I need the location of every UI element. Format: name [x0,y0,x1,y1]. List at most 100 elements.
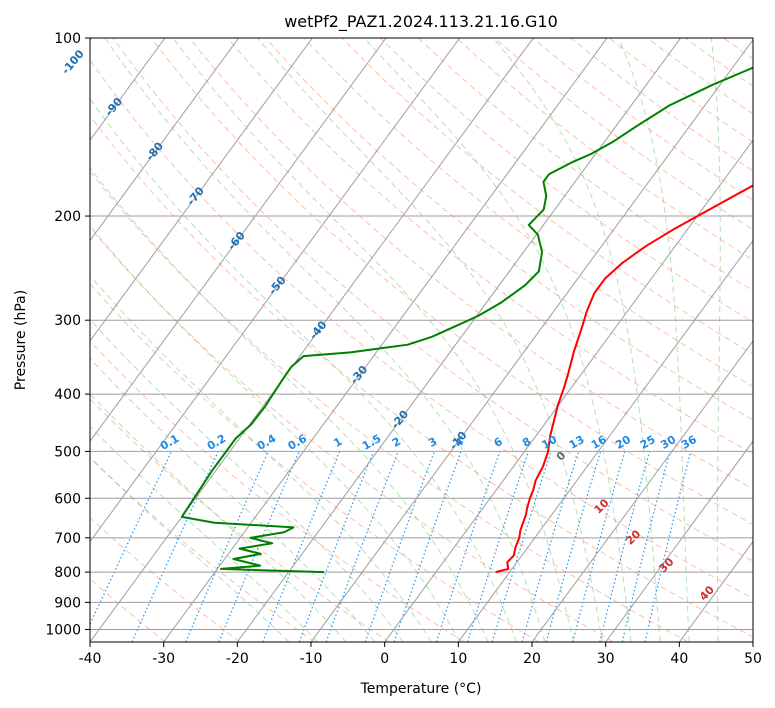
dry-adiabat-line [227,38,753,455]
isotherm-gridline [605,440,753,642]
isotherm-gridline [163,38,608,642]
dry-adiabat-line [265,38,753,421]
mixing-ratio-label: 6 [492,435,505,450]
dry-adiabat-line [647,38,753,115]
moist-adiabat-label: 10 [592,496,612,516]
isotherm-gridline [90,38,387,443]
isotherm-gridline [90,38,240,242]
x-tick-label: -10 [300,651,323,667]
dry-adiabat-label: -60 [225,229,248,253]
y-tick-label: 800 [54,565,81,581]
y-axis-label: Pressure (hPa) [13,290,29,390]
x-axis-label: Temperature (°C) [360,681,482,697]
mixing-ratio-line [466,451,529,642]
moist-adiabat-line [90,318,404,642]
x-tick-label: -30 [152,651,175,667]
dry-adiabat-line [90,114,753,638]
y-tick-label: 1000 [45,622,81,638]
moist-adiabat-line [617,38,690,642]
mixing-ratio-line [393,451,462,642]
moist-adiabat-line [90,274,432,642]
mixing-ratio-line [90,451,172,626]
x-tick-label: -40 [79,651,102,667]
x-tick-label: 40 [670,651,688,667]
moist-adiabat-line [90,393,347,642]
moist-adiabat-line [90,357,376,642]
y-tick-label: 600 [54,491,81,507]
moist-adiabat-line [90,98,517,642]
dry-adiabat-line [570,38,753,172]
moist-adiabat-label: 20 [623,527,643,547]
mixing-ratio-label: 0.6 [286,432,310,453]
moist-adiabat-label: 40 [697,583,717,603]
mixing-ratio-line [131,451,219,642]
dry-adiabat-line [90,226,614,642]
dry-adiabat-line [90,457,315,642]
moist-adiabat-line [90,167,489,642]
plot-frame [89,37,754,643]
moist-adiabat-line [257,38,603,642]
isotherm-gridline [90,38,166,142]
dry-adiabat-line [418,38,753,292]
dry-adiabat-line [90,516,241,642]
isotherm-gridline [90,38,461,543]
isotherm-gridline [90,38,534,642]
mixing-ratio-line [298,451,374,642]
mixing-ratio-line [435,451,501,642]
dry-adiabat-line [456,38,753,261]
y-tick-label: 700 [54,531,81,547]
dry-adiabat-line [90,283,540,642]
mixing-ratio-label: 0.2 [205,432,228,453]
isotherm-gridline [531,340,753,642]
mixing-ratio-label: 16 [589,433,609,452]
temperature-profile-line [495,184,753,574]
mixing-ratio-label: 13 [567,433,587,452]
moist-adiabat-line [104,38,546,642]
x-tick-label: -20 [226,651,249,667]
dry-adiabat-line [90,398,390,642]
moist-adiabat-line [90,425,319,642]
isotherm-gridline [310,38,753,642]
dry-adiabat-label: -80 [143,139,166,163]
x-tick-label: 20 [523,651,541,667]
mixing-ratio-line [325,451,399,642]
mixing-ratio-line [185,451,269,642]
dry-adiabat-label: -100 [59,47,87,77]
moist-adiabat-line [710,38,721,642]
dry-adiabat-line [90,170,689,642]
mixing-ratio-line [262,451,341,642]
dry-adiabat-line [379,38,753,323]
dry-adiabat-label: -30 [348,363,371,387]
x-tick-label: 30 [597,651,615,667]
dry-adiabat-line [150,38,753,526]
y-tick-label: 100 [54,31,81,47]
mixing-ratio-label: 20 [613,433,633,452]
mixing-ratio-line [364,451,435,642]
mixing-ratio-line [644,451,692,642]
isotherm-gridline [457,239,753,642]
mixing-ratio-label: 0.1 [158,432,181,453]
moist-adiabat-line [172,38,575,642]
dry-adiabat-label: -70 [184,184,207,208]
y-tick-label: 500 [54,444,81,460]
x-tick-label: 10 [449,651,467,667]
isotherm-gridline [752,641,753,642]
mixing-ratio-label: 1 [331,435,344,450]
mixing-ratio-line [491,451,552,642]
dry-adiabat-label: -20 [389,408,412,432]
dry-adiabat-line [189,38,753,490]
mixing-ratio-label: 2 [390,435,403,450]
mixing-ratio-line [599,451,651,642]
dewpoint-profile-line [180,66,753,574]
x-tick-label: 0 [380,651,389,667]
moist-adiabat-line [363,38,632,642]
mixing-ratio-label: 25 [638,433,658,452]
moist-adiabat-line [492,38,661,642]
dry-adiabat-line [685,38,753,87]
mixing-ratio-line [521,451,580,642]
moist-adiabat-line [90,225,461,642]
isotherm-gridline [384,139,753,642]
chart-title: wetPf2_PAZ1.2024.113.21.16.G10 [284,12,558,32]
mixing-ratio-label: 3 [426,435,439,450]
